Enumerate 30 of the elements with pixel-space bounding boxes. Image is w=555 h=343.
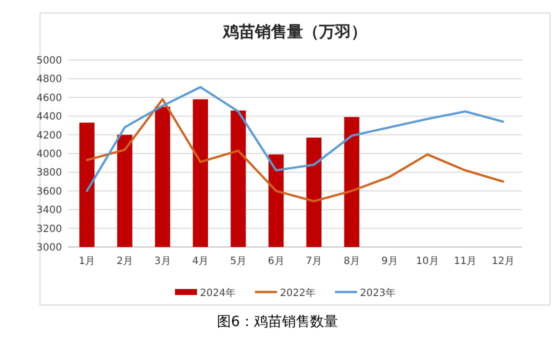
y-tick-label: 3400 bbox=[36, 205, 62, 216]
x-tick-label: 11月 bbox=[454, 256, 477, 267]
line-series bbox=[86, 98, 504, 202]
y-tick-label: 3000 bbox=[36, 242, 62, 254]
legend-label: 2024年 bbox=[200, 287, 236, 299]
x-tick-label: 12月 bbox=[492, 256, 514, 267]
y-tick-label: 4800 bbox=[36, 74, 62, 86]
x-tick-label: 6月 bbox=[268, 256, 284, 267]
x-tick-label: 9月 bbox=[381, 256, 398, 267]
legend-label: 2022年 bbox=[280, 287, 316, 299]
x-tick-label: 2月 bbox=[116, 256, 133, 267]
y-tick-label: 5000 bbox=[36, 56, 62, 66]
x-tick-label: 8月 bbox=[344, 256, 360, 267]
x-tick-label: 3月 bbox=[154, 256, 171, 267]
y-tick-label: 4600 bbox=[36, 92, 62, 104]
y-tick-label: 4400 bbox=[36, 112, 62, 123]
x-tick-label: 4月 bbox=[192, 256, 209, 267]
y-tick-label: 4200 bbox=[36, 130, 62, 142]
y-tick-label: 3600 bbox=[36, 186, 62, 198]
legend-label: 2023年 bbox=[360, 287, 396, 299]
y-tick-label: 4000 bbox=[36, 149, 62, 160]
y-tick-label: 3800 bbox=[36, 168, 62, 179]
x-tick-label: 7月 bbox=[306, 256, 322, 267]
y-tick-label: 3200 bbox=[36, 224, 62, 235]
caption: 图6：鸡苗销售数量 bbox=[217, 314, 338, 330]
x-tick-label: 10月 bbox=[416, 256, 439, 267]
chart-title: 鸡苗销售量（万羽） bbox=[222, 22, 367, 41]
x-tick-label: 1月 bbox=[78, 256, 96, 267]
x-tick-label: 5月 bbox=[230, 256, 246, 267]
line-series bbox=[86, 86, 504, 192]
